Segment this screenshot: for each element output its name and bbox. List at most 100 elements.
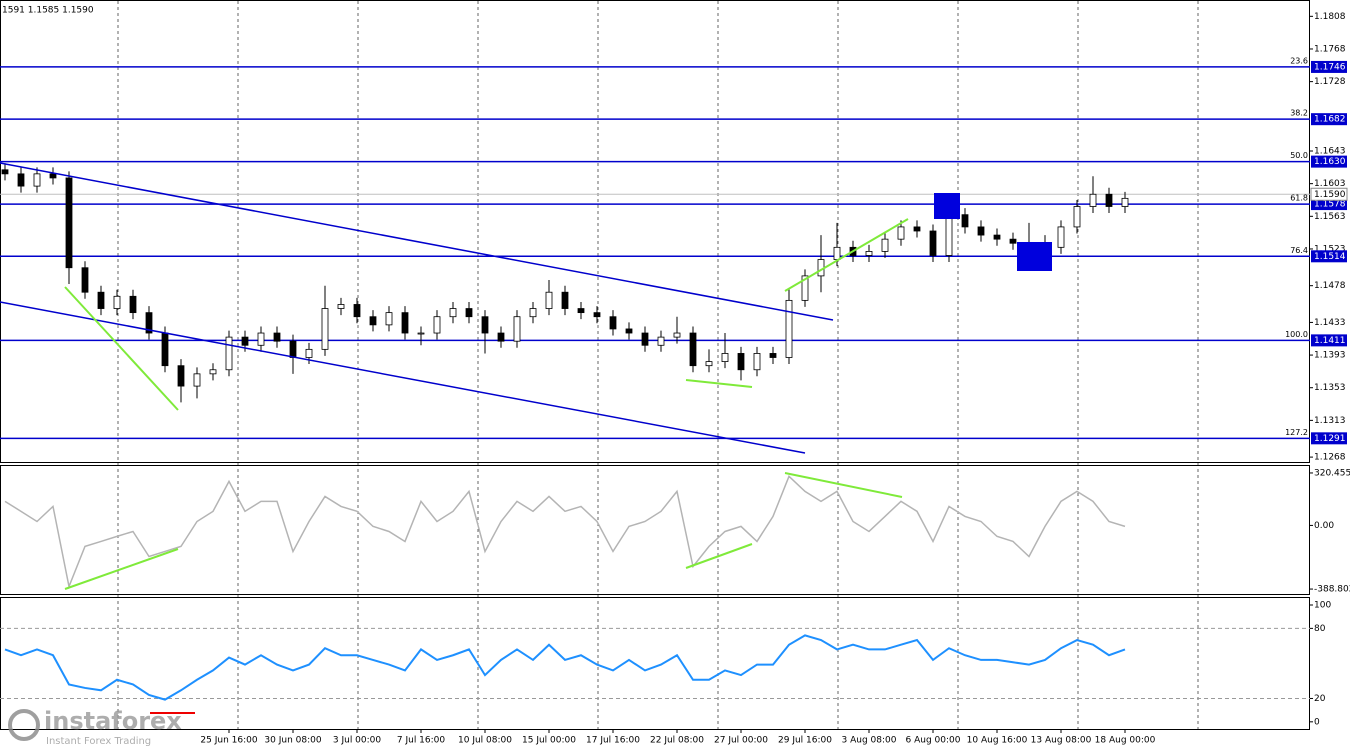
candle-body (1009, 238, 1017, 244)
candle-body (513, 316, 521, 342)
candle-body (545, 291, 553, 309)
y-tick-label: 1.1768 (1314, 44, 1346, 54)
candle-body (65, 177, 73, 269)
candle-body (177, 365, 185, 387)
candle-body (913, 226, 921, 232)
candle-body (49, 173, 57, 179)
level-box (1311, 113, 1347, 126)
candle-body (897, 226, 905, 240)
level-name: 76.4 (1290, 246, 1308, 255)
candle-body (273, 332, 281, 342)
vertical-grid (117, 1, 1199, 730)
y-tick-label: 1.1808 (1314, 12, 1346, 22)
price-label: 1.1590 (1314, 190, 1346, 200)
level-value: 1.1682 (1314, 115, 1346, 125)
candle-body (465, 308, 473, 318)
candle-body (705, 361, 713, 367)
candle-body (801, 275, 809, 301)
rsi-panel (0, 597, 1310, 730)
level-name: 38.2 (1290, 109, 1308, 118)
level-name: 23.6 (1290, 56, 1308, 65)
candle-body (305, 348, 313, 358)
candle-body (129, 295, 137, 314)
y-tick-label: 1.1603 (1314, 179, 1346, 189)
x-tick-label: 27 Jul 00:00 (714, 736, 768, 746)
candle-body (577, 308, 585, 314)
candle-body (33, 173, 41, 187)
y-tick-label: 100 (1314, 601, 1331, 611)
candle-body (625, 328, 633, 334)
x-tick-label: 15 Jul 00:00 (522, 736, 576, 746)
logo (8, 709, 40, 741)
candle-body (641, 332, 649, 346)
x-tick-label: 25 Jun 16:00 (200, 736, 257, 746)
y-tick-label: 1.1643 (1314, 147, 1346, 157)
x-tick-label: 10 Aug 16:00 (967, 736, 1028, 746)
zone-box (934, 193, 960, 219)
y-tick-label: 0 (1314, 717, 1320, 727)
level-value: 1.1411 (1314, 336, 1346, 346)
candle-body (113, 295, 121, 309)
x-tick-label: 13 Aug 08:00 (1031, 736, 1092, 746)
candle-body (433, 316, 441, 334)
divergence-line (784, 218, 909, 292)
candle-body (241, 336, 249, 346)
divergence-line (685, 543, 753, 569)
candle-body (721, 353, 729, 363)
candle-body (289, 340, 297, 358)
y-tick-label: 80 (1314, 624, 1326, 634)
y-tick-label: 1.1523 (1314, 244, 1346, 254)
channel-line (0, 162, 834, 321)
candle-body (945, 214, 953, 256)
divergence-line (784, 472, 903, 498)
candle-body (1057, 226, 1065, 248)
candle-body (369, 316, 377, 326)
header: 1591 1.1585 1.1590 (2, 6, 94, 16)
y-tick-label: 0.00 (1314, 521, 1334, 531)
candle-body (1121, 197, 1129, 207)
divergence-line (685, 379, 753, 388)
y-tick-label: 1.1313 (1314, 416, 1346, 426)
candle-body (753, 353, 761, 371)
candle-body (737, 353, 745, 371)
indicator-line (4, 634, 1126, 701)
y-tick-label: 20 (1314, 694, 1326, 704)
candle-body (225, 336, 233, 371)
level-value: 1.1746 (1314, 62, 1346, 72)
candle-body (337, 304, 345, 309)
x-tick-label: 10 Jul 08:00 (458, 736, 512, 746)
candle-body (81, 267, 89, 293)
candle-body (977, 226, 985, 236)
y-tick-label: 1.1268 (1314, 453, 1346, 463)
y-tick-label: 1.1728 (1314, 77, 1346, 87)
x-tick-label: 18 Aug 00:00 (1095, 736, 1156, 746)
candle-body (929, 230, 937, 256)
zone-box (1017, 242, 1052, 271)
candle-body (497, 332, 505, 342)
y-tick-label: 320.4558 (1314, 468, 1350, 478)
candle-body (993, 234, 1001, 240)
candle-body (689, 332, 697, 367)
main-panel (0, 0, 1310, 463)
divergence-line (64, 548, 179, 590)
x-tick-label: 7 Jul 16:00 (397, 736, 446, 746)
indicator-line (4, 475, 1126, 590)
level-value: 1.1630 (1314, 157, 1346, 167)
x-tick-label: 3 Aug 08:00 (842, 736, 897, 746)
candle-body (529, 308, 537, 318)
candle-body (561, 291, 569, 309)
candle-body (97, 291, 105, 309)
level-box (1311, 334, 1347, 347)
level-name: 100.0 (1285, 330, 1308, 339)
x-tick-label: 30 Jun 08:00 (264, 736, 321, 746)
candle-body (353, 304, 361, 318)
candle-body (17, 173, 25, 187)
candle-body (1105, 193, 1113, 207)
level-value: 1.1578 (1314, 200, 1346, 210)
y-tick-label: 1.1478 (1314, 281, 1346, 291)
cci-panel (0, 465, 1310, 595)
level-value: 1.1291 (1314, 434, 1346, 444)
candle-body (1, 169, 9, 175)
candle-body (961, 214, 969, 228)
